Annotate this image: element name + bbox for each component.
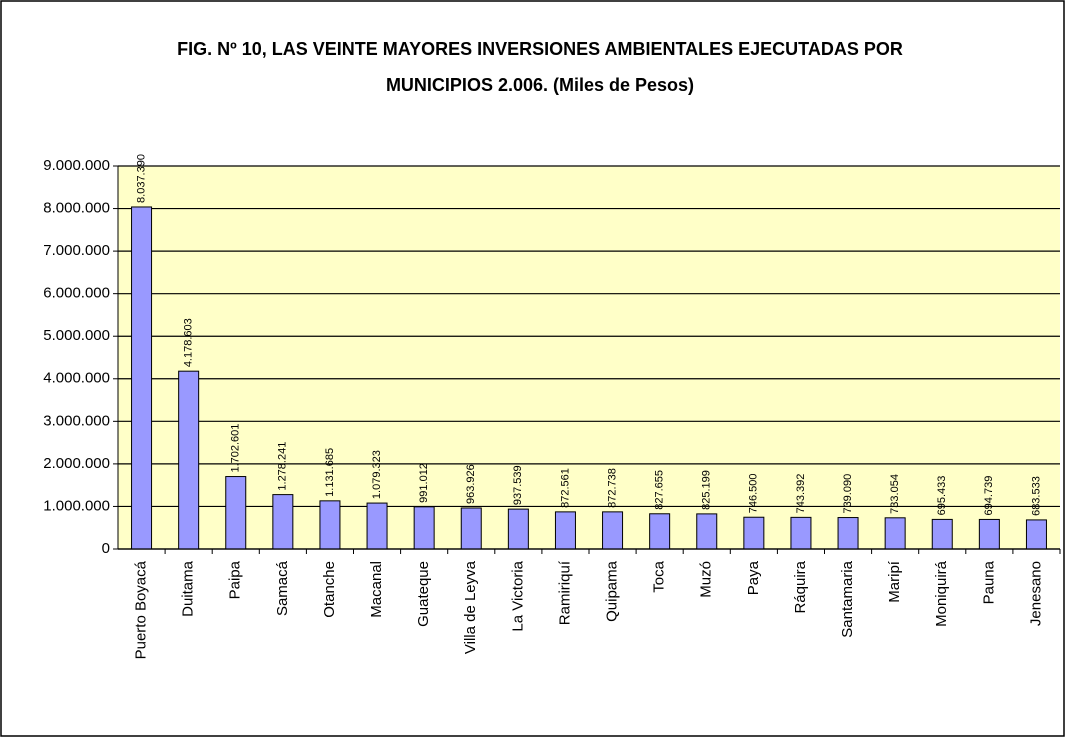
x-tick-label: Paya (745, 560, 762, 595)
value-label: 695.433 (936, 476, 948, 516)
x-tick-label: Macanal (368, 561, 385, 618)
bar (225, 476, 247, 550)
value-label: 827.655 (654, 470, 666, 510)
x-tick-label: Guateque (415, 561, 432, 627)
bar (931, 518, 953, 550)
x-tick-label: Samacá (274, 560, 291, 616)
value-label: 1.079.323 (371, 450, 383, 499)
y-tick-label: 5.000.000 (43, 327, 110, 344)
value-label: 739.090 (842, 474, 854, 514)
bar (554, 511, 576, 550)
value-label: 1.278.241 (277, 442, 289, 491)
x-tick-label: Ramiriquí (556, 560, 573, 625)
value-label: 746.500 (748, 473, 760, 513)
bar (884, 517, 906, 550)
value-label: 743.392 (795, 474, 807, 514)
x-tick-label: Puerto Boyacá (133, 560, 150, 659)
x-tick-label: Ráquira (792, 560, 809, 613)
y-tick-label: 3.000.000 (43, 412, 110, 429)
value-label: 1.131.685 (324, 448, 336, 497)
value-label: 1.702.601 (230, 424, 242, 473)
bar (1025, 519, 1047, 550)
value-label: 694.739 (983, 476, 995, 516)
chart-title: MUNICIPIOS 2.006. (Miles de Pesos) (386, 75, 694, 95)
value-label: 733.054 (889, 474, 901, 514)
x-tick-label: Toca (651, 560, 668, 592)
plot-area (118, 166, 1060, 549)
x-tick-label: Moniquirá (933, 560, 950, 627)
value-label: 8.037.390 (135, 154, 147, 203)
value-label: 872.738 (606, 468, 618, 508)
bar (507, 508, 529, 550)
bar (272, 494, 294, 550)
bar (790, 516, 812, 550)
x-tick-label: Paipa (227, 560, 244, 599)
y-tick-label: 1.000.000 (43, 497, 110, 514)
x-tick-label: Santamaria (839, 560, 856, 637)
value-label: 991.012 (418, 463, 430, 503)
x-tick-label: Jenesano (1027, 561, 1044, 626)
value-label: 825.199 (701, 470, 713, 510)
y-tick-label: 0 (102, 540, 110, 557)
value-label: 963.926 (465, 464, 477, 504)
bar (696, 513, 718, 550)
chart-title: FIG. Nº 10, LAS VEINTE MAYORES INVERSION… (177, 39, 903, 59)
bar (649, 513, 671, 550)
value-label: 937.539 (512, 465, 524, 505)
y-tick-label: 9.000.000 (43, 157, 110, 174)
bar (837, 517, 859, 550)
x-tick-label: Villa de Leyva (462, 560, 479, 654)
bar (743, 516, 765, 550)
x-tick-label: Otanche (321, 561, 338, 618)
bar (131, 206, 153, 550)
x-tick-label: Quipama (604, 560, 621, 622)
y-tick-label: 4.000.000 (43, 370, 110, 387)
value-label: 872.561 (559, 468, 571, 508)
y-tick-label: 8.000.000 (43, 200, 110, 217)
bar (366, 502, 388, 550)
x-tick-label: Duitama (180, 560, 197, 617)
value-label: 683.533 (1030, 476, 1042, 516)
bar (602, 511, 624, 550)
x-tick-label: Maripí (886, 560, 903, 603)
y-tick-label: 6.000.000 (43, 285, 110, 302)
y-tick-label: 7.000.000 (43, 242, 110, 259)
value-label: 4.178.603 (183, 318, 195, 367)
x-tick-label: Pauna (980, 560, 997, 604)
bar (413, 506, 435, 550)
x-tick-label: La Victoria (509, 560, 526, 631)
bar (178, 370, 200, 550)
x-tick-label: Muzó (698, 561, 715, 598)
bar (978, 518, 1000, 550)
bar (319, 500, 341, 550)
y-tick-label: 2.000.000 (43, 455, 110, 472)
bar (460, 507, 482, 550)
